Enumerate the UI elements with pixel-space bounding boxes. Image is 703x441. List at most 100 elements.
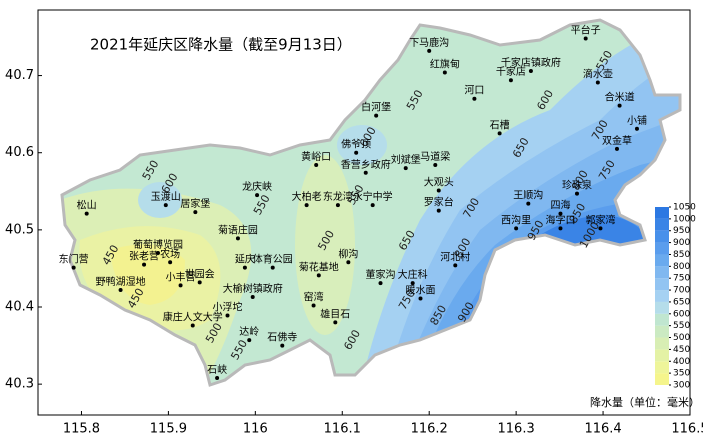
x-tick-label: 116.2: [411, 422, 448, 437]
colorbar-tick-label: 650: [673, 297, 690, 307]
colorbar-tick-label: 550: [673, 321, 690, 331]
y-tick-label: 40.6: [5, 145, 34, 160]
station-dot: [595, 80, 600, 85]
station-label: 野鸭湖湿地: [96, 275, 146, 288]
station-label: 柳沟: [338, 247, 358, 260]
station-label: 暖水面: [406, 284, 436, 297]
station-label: 东龙湾: [323, 190, 353, 203]
colorbar-tick-label: 350: [673, 369, 690, 379]
station-dot: [472, 96, 477, 101]
station-label: 居家堡: [180, 197, 210, 210]
colorbar-band: [655, 337, 669, 350]
colorbar-band: [655, 242, 669, 255]
x-tick-label: 116.5: [671, 422, 703, 437]
station-dot: [178, 283, 183, 288]
station-dot: [598, 226, 603, 231]
x-tick-label: 116.1: [324, 422, 361, 437]
zone: [110, 244, 185, 305]
station-dot: [418, 296, 423, 301]
colorbar-tick-label: 1000: [673, 214, 696, 224]
station-label: 延庆: [235, 253, 255, 266]
station-dot: [84, 211, 89, 216]
map-title: 2021年延庆区降水量（截至9月13日）: [90, 36, 352, 54]
colorbar-title: 降水量（单位：毫米）: [590, 395, 700, 409]
station-dot: [363, 170, 368, 175]
colorbar-tick-label: 400: [673, 357, 690, 367]
colorbar-band: [655, 325, 669, 338]
station-label: 珍珠泉: [562, 179, 592, 192]
station-label: 石槽: [490, 118, 510, 131]
station-label: 四海: [550, 199, 570, 212]
colorbar-tick-label: 750: [673, 274, 690, 284]
station-dot: [583, 36, 588, 41]
station-dot: [255, 193, 260, 198]
station-dot: [155, 251, 160, 255]
colorbar-tick-label: 700: [673, 286, 690, 296]
colorbar-tick-label: 950: [673, 226, 690, 236]
station-dot: [574, 191, 579, 196]
station-label: 合米道: [605, 91, 635, 104]
station-dot: [193, 210, 198, 215]
station-dot: [514, 226, 519, 231]
station-label: 葡萄博览园: [133, 238, 183, 251]
station-label: 佛爷顶: [341, 138, 371, 151]
x-tick-label: 115.8: [63, 422, 100, 437]
station-dot: [247, 338, 252, 343]
station-label: 小丰营: [166, 270, 196, 283]
station-dot: [250, 294, 255, 299]
station-dot: [614, 146, 619, 151]
station-dot: [528, 68, 533, 73]
station-dot: [617, 103, 622, 108]
station-dot: [314, 163, 319, 168]
station-dot: [190, 323, 195, 328]
station-dot: [442, 70, 447, 75]
station-label: 河口: [464, 85, 484, 97]
colorbar-band: [655, 290, 669, 302]
station-label: 海字口: [545, 213, 575, 226]
station-label: 黄峪口: [301, 150, 331, 163]
station-dot: [354, 150, 359, 155]
station-label: 达岭: [239, 325, 259, 338]
station-label: 世园会: [185, 267, 215, 280]
district-border: [60, 18, 682, 387]
station-label: 石峡: [207, 363, 227, 376]
station-label: 马道梁: [420, 150, 450, 163]
station-label: 红旗甸: [430, 57, 460, 70]
zone: [337, 125, 387, 165]
station-label: 香营乡政府: [341, 158, 391, 171]
station-label: 河北村: [440, 250, 470, 263]
colorbar-band: [655, 230, 669, 243]
station-label: 菊花基地: [299, 260, 339, 273]
station-dot: [311, 303, 316, 308]
station-dot: [197, 280, 202, 285]
station-label: 玉渡山: [151, 190, 181, 203]
station-dot: [333, 320, 338, 325]
x-tick-label: 115.9: [150, 422, 187, 437]
station-label: 郭家湾: [585, 213, 615, 226]
station-dot: [436, 188, 441, 193]
colorbar-band: [655, 278, 669, 291]
station-label: 松山: [77, 199, 97, 212]
station-label: 下马鹿沟: [409, 36, 449, 49]
colorbar-band: [655, 301, 669, 314]
station-label: 滴水壶: [583, 68, 613, 81]
x-tick-label: 116.4: [584, 422, 621, 437]
station-label: 小浮坨: [213, 300, 243, 313]
colorbar-band: [655, 349, 669, 362]
station-dot: [526, 201, 531, 206]
station-dot: [634, 126, 639, 131]
station-label: 龙庆峡: [242, 180, 272, 193]
station-label: 农场: [160, 247, 180, 260]
station-dot: [163, 203, 168, 208]
colorbar-band: [655, 254, 669, 267]
x-tick-label: 116: [243, 422, 268, 437]
station-dot: [304, 203, 309, 208]
station-dot: [118, 288, 123, 293]
station-label: 白河堡: [361, 101, 391, 114]
station-dot: [71, 265, 76, 270]
station-label: 刘斌堡: [391, 153, 421, 166]
station-dot: [215, 375, 220, 380]
station-label: 大庄科: [398, 268, 428, 281]
station-dot: [436, 208, 441, 213]
station-dot: [453, 263, 458, 268]
